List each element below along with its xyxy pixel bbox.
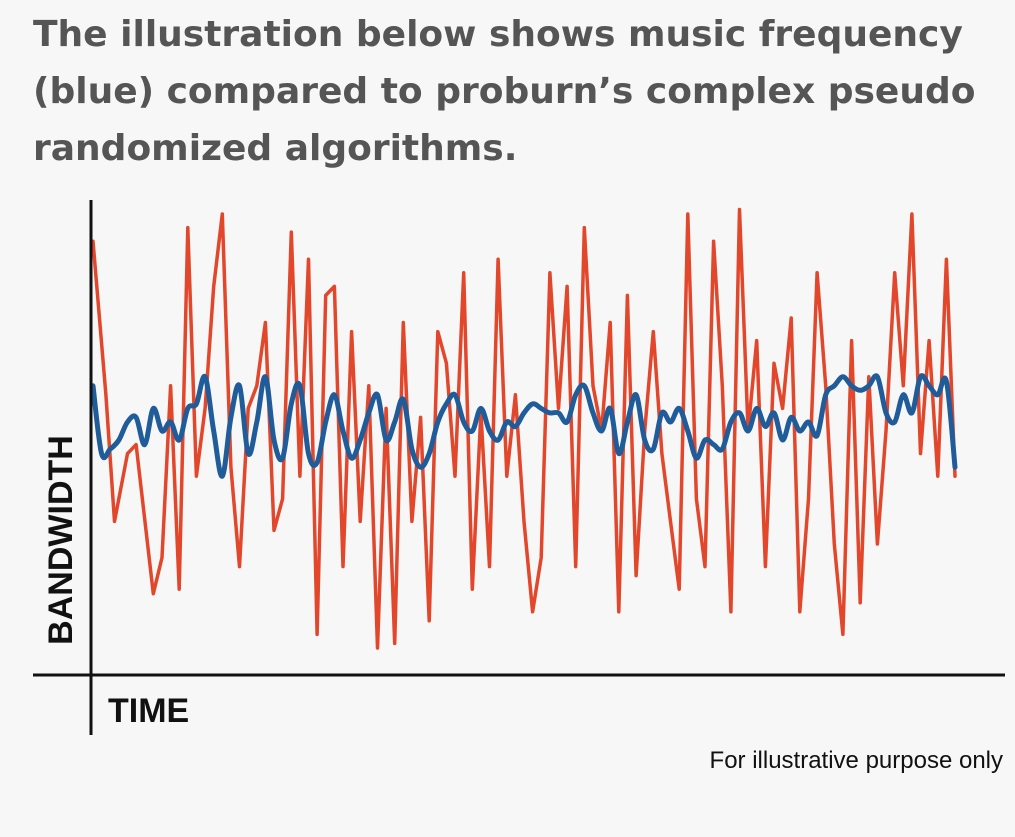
disclaimer-note: For illustrative purpose only — [709, 747, 1003, 774]
x-axis-label: TIME — [108, 692, 189, 730]
music-frequency-series-line — [90, 373, 958, 479]
series-layer — [90, 207, 958, 650]
headline: The illustration below shows music frequ… — [33, 14, 976, 169]
algorithm-series-line — [91, 207, 957, 650]
y-axis-label: BANDWIDTH — [42, 435, 80, 645]
